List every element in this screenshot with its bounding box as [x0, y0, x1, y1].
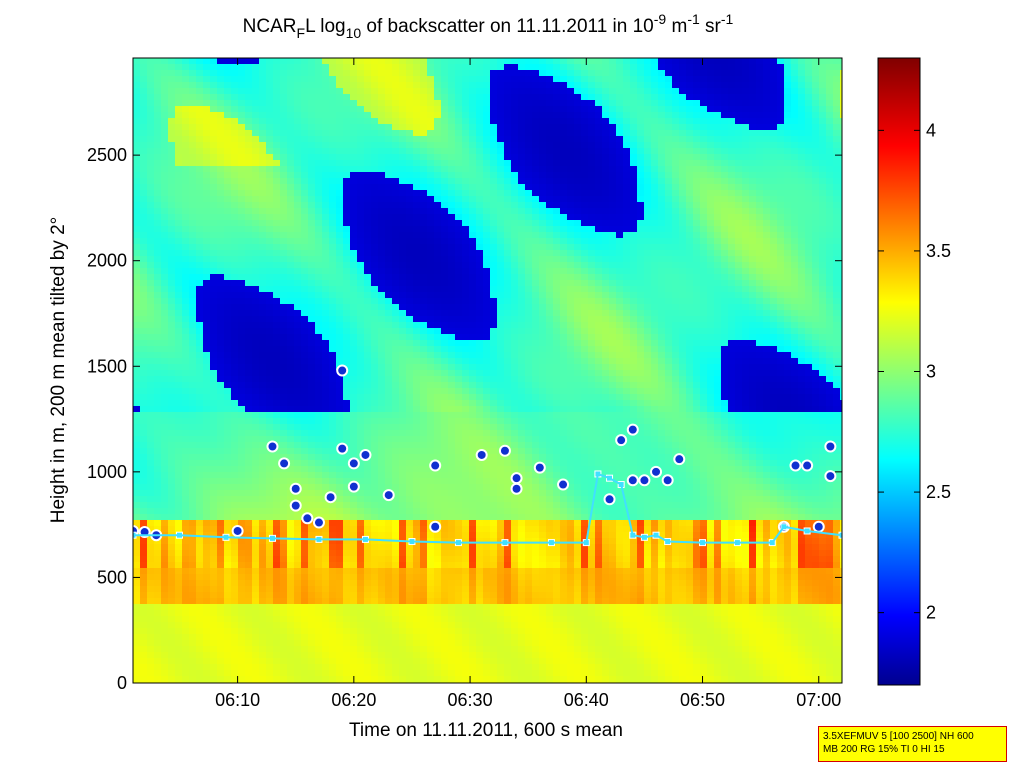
cloud-base-marker — [498, 444, 511, 457]
plot-frame — [132, 57, 843, 684]
x-axis: 06:10 06:20 06:30 06:40 06:50 07:00 — [215, 58, 841, 710]
cloud-base-marker — [603, 493, 616, 506]
colorbar-tick-label: 2.5 — [926, 482, 951, 502]
colorbar-tick-label: 3 — [926, 362, 936, 382]
x-tick-label: 06:20 — [331, 690, 376, 710]
y-axis-label: Height in m, 200 m mean tilted by 2° — [48, 217, 69, 523]
y-tick-label: 1000 — [87, 462, 127, 482]
x-tick-label: 06:10 — [215, 690, 260, 710]
y-tick-label: 2500 — [87, 145, 127, 165]
cloud-base-marker — [812, 520, 825, 533]
cloud-base-marker — [336, 442, 349, 455]
marker-layer — [133, 364, 842, 547]
cloud-base-marker — [324, 491, 337, 504]
cloud-base-marker — [510, 482, 523, 495]
x-tick-label: 06:50 — [680, 690, 725, 710]
cloud-base-marker — [475, 448, 488, 461]
colorbar-axis: 2 2.5 3 3.5 4 — [878, 120, 951, 623]
cloud-base-marker — [533, 461, 546, 474]
chart-title: NCARFL log10 of backscatter on 11.11.201… — [243, 11, 734, 41]
y-tick-label: 1500 — [87, 356, 127, 376]
cloud-base-marker — [638, 474, 651, 487]
cloud-base-marker — [429, 520, 442, 533]
cloud-base-marker — [661, 474, 674, 487]
cloud-base-marker — [650, 465, 663, 478]
y-tick-label: 0 — [117, 673, 127, 693]
colorbar-tick-label: 2 — [926, 603, 936, 623]
cloud-base-marker — [336, 364, 349, 377]
info-box: 3.5XEFMUV 5 [100 2500] NH 600 MB 200 RG … — [818, 726, 1007, 762]
cloud-base-marker — [789, 459, 802, 472]
colorbar — [877, 57, 921, 686]
cloud-base-marker — [289, 499, 302, 512]
cloud-base-marker — [626, 474, 639, 487]
cloud-base-marker — [347, 457, 360, 470]
cloud-base-marker — [824, 470, 837, 483]
x-axis-label: Time on 11.11.2011, 600 s mean — [349, 720, 623, 741]
info-box-line-1: 3.5XEFMUV 5 [100 2500] NH 600 — [823, 731, 974, 742]
x-tick-label: 07:00 — [796, 690, 841, 710]
x-tick-label: 06:40 — [564, 690, 609, 710]
cloud-base-marker — [289, 482, 302, 495]
cloud-base-marker — [231, 524, 244, 537]
cloud-base-marker — [801, 459, 814, 472]
boundary-layer-trace — [133, 472, 842, 544]
cloud-base-marker — [359, 448, 372, 461]
cloud-base-marker — [824, 440, 837, 453]
y-axis: 0 500 1000 1500 2000 2500 — [87, 145, 842, 693]
cloud-base-marker — [347, 480, 360, 493]
cloud-base-marker — [673, 453, 686, 466]
cloud-base-marker — [266, 440, 279, 453]
cloud-base-marker — [382, 489, 395, 502]
cloud-base-marker — [615, 434, 628, 447]
cloud-base-marker — [557, 478, 570, 491]
y-tick-label: 500 — [97, 567, 127, 587]
backscatter-heatmap — [133, 58, 842, 683]
cloud-base-marker — [301, 512, 314, 525]
info-box-line-2: MB 200 RG 15% TI 0 HI 15 — [823, 744, 945, 755]
cloud-base-marker — [429, 459, 442, 472]
colorbar-tick-label: 4 — [926, 120, 936, 140]
cloud-base-marker — [312, 516, 325, 529]
colorbar-tick-label: 3.5 — [926, 241, 951, 261]
y-tick-label: 2000 — [87, 251, 127, 271]
cloud-base-marker — [510, 472, 523, 485]
x-tick-label: 06:30 — [448, 690, 493, 710]
cloud-base-marker — [626, 423, 639, 436]
heatmap-plot-area — [133, 58, 842, 683]
cloud-base-marker — [278, 457, 291, 470]
